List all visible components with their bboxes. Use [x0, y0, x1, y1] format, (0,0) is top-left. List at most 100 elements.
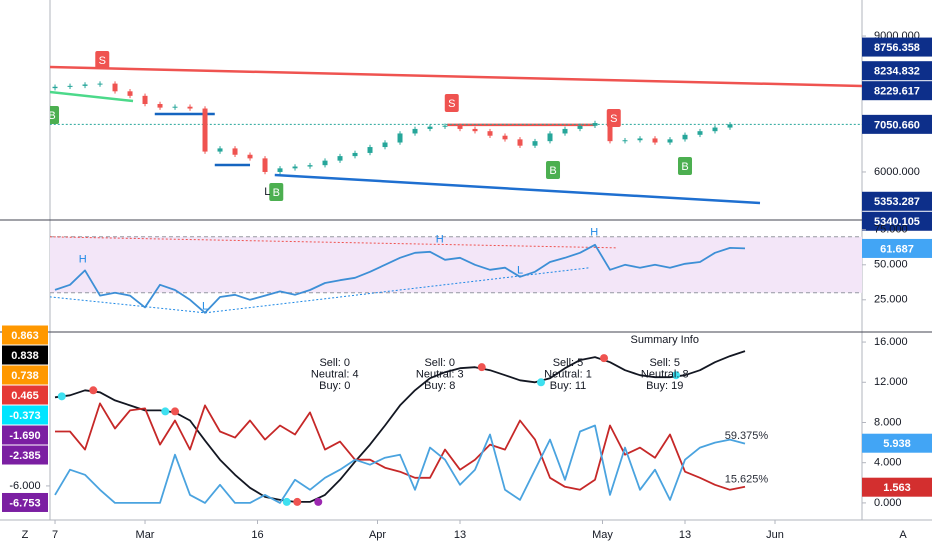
y-tick-label: 4.000 [874, 457, 902, 469]
x-tick-label: 7 [52, 529, 58, 541]
price-marker [2, 425, 48, 445]
price-marker [862, 477, 932, 497]
annotation: H [436, 234, 444, 246]
signal-dot [314, 497, 323, 506]
y-tick-label: 75.000 [874, 224, 908, 236]
y-tick-label: 12.000 [874, 376, 908, 388]
price-marker [862, 191, 932, 211]
signal-label: S [610, 113, 617, 125]
annotation: 15.625% [725, 474, 769, 486]
candle-body [202, 108, 208, 152]
candle-body [172, 106, 178, 108]
candle-body [292, 166, 298, 169]
price-marker [862, 37, 932, 57]
toolbar-button[interactable]: Z [22, 529, 29, 541]
signal-badge [678, 156, 693, 175]
band [50, 236, 862, 293]
summary-line: Neutral: 8 [641, 369, 689, 381]
y-tick-label: 0.000 [874, 497, 902, 509]
candle-body [607, 123, 613, 142]
signal-dot [672, 371, 681, 380]
series-line [55, 402, 746, 491]
candle-body [622, 140, 628, 142]
price-marker-label: 61.687 [880, 243, 914, 255]
trend-line [50, 90, 134, 103]
signal-badge [606, 108, 621, 127]
price-marker [862, 114, 932, 134]
signal-badge [444, 93, 459, 112]
annotation: H [79, 254, 87, 266]
candle-body [532, 141, 538, 146]
candle-body [157, 103, 163, 108]
candle-body [727, 124, 733, 128]
price-marker [2, 405, 48, 425]
signal-dot [282, 497, 291, 506]
annotation: L [264, 186, 270, 198]
series-line [54, 350, 746, 503]
candle-body [352, 152, 358, 157]
candle-body [547, 133, 553, 142]
signal-dot [477, 363, 486, 372]
summary-line: Sell: 5 [553, 357, 584, 369]
annotation: L [517, 265, 523, 277]
signal-label: B [681, 161, 688, 173]
signal-dot [537, 378, 546, 387]
candle-body [142, 95, 148, 104]
candle-body [442, 125, 448, 127]
candle-body [697, 131, 703, 135]
candle-body [457, 125, 463, 129]
price-marker [2, 385, 48, 405]
price-marker [862, 81, 932, 101]
series-line [54, 243, 746, 314]
candle-body [367, 147, 373, 153]
signal-dot [293, 497, 302, 506]
price-marker-label: -6.753 [9, 497, 40, 509]
price-marker-label: -2.385 [9, 450, 40, 462]
trend-line [50, 65, 862, 88]
price-marker-label: 8229.617 [874, 86, 920, 98]
candle-body [427, 126, 433, 129]
signal-badge [269, 182, 284, 201]
candle-body [487, 131, 493, 136]
candle-body [517, 139, 523, 146]
x-tick-label: Mar [136, 529, 155, 541]
signal-label: B [549, 165, 556, 177]
y-tick-label: 16.000 [874, 336, 908, 348]
x-tick-label: May [592, 529, 613, 541]
y-tick-label: 50.000 [874, 259, 908, 271]
candle-body [412, 128, 418, 134]
summary-line: Buy: 8 [424, 380, 455, 392]
price-marker-label: 5.938 [883, 438, 911, 450]
summary-line: Neutral: 1 [544, 369, 592, 381]
price-marker-label: 5340.105 [874, 216, 920, 228]
candle-body [667, 139, 673, 143]
annotation: L [202, 301, 208, 313]
y2-tick-label: -6.000 [9, 480, 40, 492]
signal-dot [57, 392, 66, 401]
price-marker-label: 0.838 [11, 350, 39, 362]
x-tick-label: Apr [369, 529, 386, 541]
signal-label: S [448, 98, 455, 110]
signal-label: B [48, 110, 55, 122]
x-tick-label: 16 [251, 529, 263, 541]
price-marker-label: -1.690 [9, 430, 40, 442]
candle-body [472, 128, 478, 132]
price-marker-label: 8756.358 [874, 42, 920, 54]
toolbar-button[interactable]: A [899, 529, 907, 541]
price-marker-label: -0.373 [9, 410, 40, 422]
candle-body [502, 135, 508, 140]
candle-body [637, 138, 643, 141]
candle-body [97, 83, 103, 85]
summary-line: Sell: 0 [319, 357, 350, 369]
signal-dot [171, 407, 180, 416]
annotation: H [590, 227, 598, 239]
candle-body [307, 165, 313, 167]
trend-line [274, 173, 761, 205]
candle-body [652, 138, 658, 143]
candle-body [127, 91, 133, 96]
price-marker [862, 238, 932, 258]
candle-body [337, 156, 343, 161]
x-tick-label: 13 [679, 529, 691, 541]
price-marker-label: 0.465 [11, 390, 39, 402]
